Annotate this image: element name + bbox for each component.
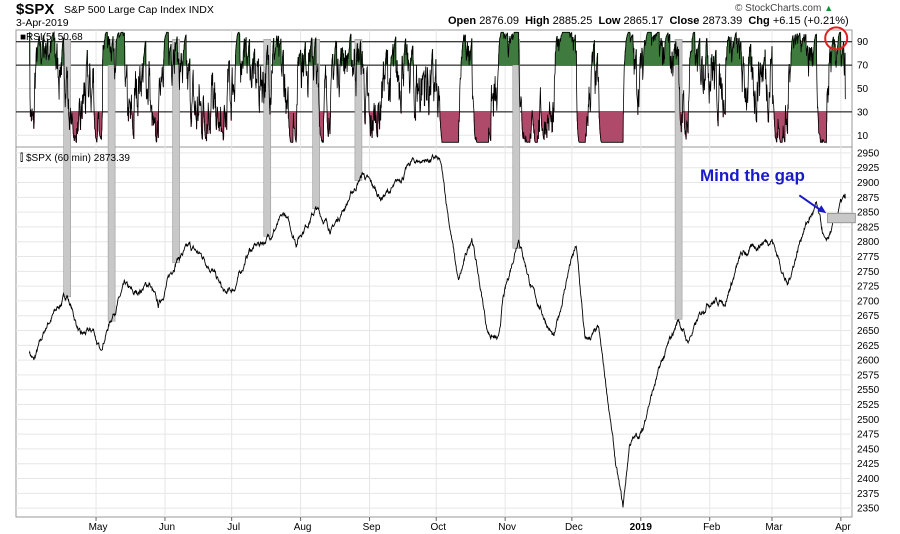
highlight-bar (63, 39, 71, 298)
price-tick-label: 2750 (857, 267, 880, 278)
x-tick-label: Sep (363, 522, 381, 533)
rsi-tick-label: 30 (857, 107, 869, 118)
price-tick-label: 2500 (857, 415, 880, 426)
price-tick-label: 2375 (857, 489, 880, 500)
price-tick-label: 2350 (857, 504, 880, 515)
price-tick-label: 2575 (857, 370, 880, 381)
x-tick-label: Jul (227, 522, 240, 533)
price-tick-label: 2650 (857, 326, 880, 337)
high-value: 2885.25 (552, 15, 593, 27)
price-tick-label: 2900 (857, 178, 880, 189)
rsi-tick-label: 50 (857, 84, 869, 95)
price-tick-label: 2950 (857, 148, 880, 159)
price-panel-frame (15, 146, 853, 518)
x-tick-label: Dec (565, 522, 583, 533)
price-tick-label: 2700 (857, 296, 880, 307)
x-tick-label: Oct (430, 522, 446, 533)
symbol-label: $SPX (16, 1, 55, 18)
annotation-arrowhead (817, 205, 827, 214)
change-value: +6.15 (+0.21%) (772, 15, 849, 27)
price-tick-label: 2725 (857, 282, 880, 293)
price-tick-label: 2425 (857, 459, 880, 470)
close-value: 2873.39 (702, 15, 743, 27)
x-tick-label: Feb (703, 522, 721, 533)
stockcharts-logo[interactable]: © StockCharts.com ▲ (735, 3, 834, 14)
highlight-bar (512, 39, 521, 249)
price-tick-label: 2450 (857, 444, 880, 455)
gap-box (827, 212, 856, 224)
price-tick-label: 2875 (857, 193, 880, 204)
price-tick-label: 2525 (857, 400, 880, 411)
chart-header: $SPX S&P 500 Large Cap Index INDX 3-Apr-… (0, 0, 900, 30)
price-tick-label: 2850 (857, 208, 880, 219)
open-value: 2876.09 (479, 15, 519, 27)
rsi-tick-label: 10 (857, 131, 869, 142)
instrument-name: S&P 500 Large Cap Index INDX (64, 4, 214, 16)
price-tick-label: 2550 (857, 385, 880, 396)
price-tick-label: 2600 (857, 356, 880, 367)
x-tick-label: May (89, 522, 108, 533)
highlight-bar (172, 39, 180, 264)
price-tick-label: 2675 (857, 311, 880, 322)
x-tick-label: Apr (835, 522, 851, 533)
green-arrow-icon: ▲ (824, 3, 834, 13)
rsi-tick-label: 90 (857, 37, 869, 48)
rsi-panel-title: ■RSI(5) 50.68 (20, 32, 83, 43)
exchange-label: INDX (188, 4, 214, 16)
rsi-line (29, 30, 846, 144)
price-tick-label: 2925 (857, 163, 880, 174)
low-value: 2865.17 (623, 15, 664, 27)
price-tick-label: 2625 (857, 341, 880, 352)
highlight-bar (263, 39, 272, 237)
chart-date: 3-Apr-2019 (16, 17, 69, 29)
x-tick-label: Jun (159, 522, 175, 533)
price-panel-title: ⫿ $SPX (60 min) 2873.39 (20, 152, 130, 164)
price-tick-label: 2800 (857, 237, 880, 248)
annotation-label: Mind the gap (700, 166, 805, 185)
rsi-tick-label: 70 (857, 61, 869, 72)
annotation-arrow (798, 194, 823, 213)
x-tick-label: Nov (498, 522, 516, 533)
x-tick-label: Mar (765, 522, 783, 533)
red-circle-annotation (824, 26, 849, 51)
price-line (28, 153, 846, 508)
price-tick-label: 2775 (857, 252, 880, 263)
highlight-bar (107, 39, 116, 322)
price-tick-label: 2400 (857, 474, 880, 485)
quote-summary: Open 2876.09 High 2885.25 Low 2865.17 Cl… (448, 15, 849, 27)
price-tick-label: 2475 (857, 430, 880, 441)
price-tick-label: 2825 (857, 222, 880, 233)
x-tick-label: Aug (294, 522, 312, 533)
x-tick-label: 2019 (630, 522, 653, 533)
